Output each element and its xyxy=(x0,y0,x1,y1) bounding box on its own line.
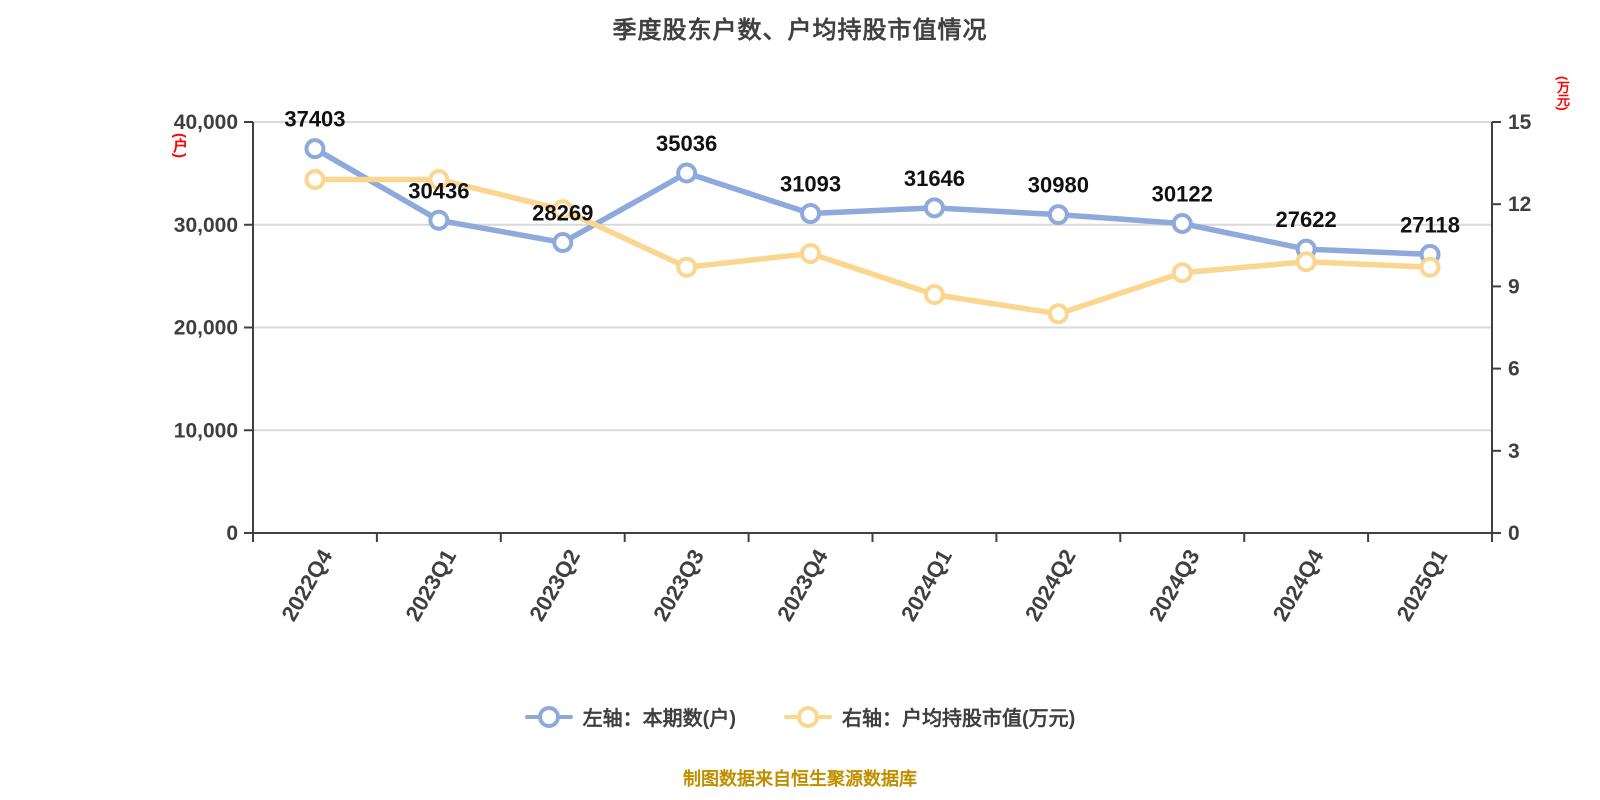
chart-title: 季度股东户数、户均持股市值情况 xyxy=(612,17,988,44)
legend-marker-yellow-line-icon xyxy=(784,705,832,729)
x-axis-category-label: 2023Q4 xyxy=(772,544,833,625)
left-axis-tick-label: 20,000 xyxy=(174,317,238,340)
data-point-series-0 xyxy=(552,232,574,254)
x-axis-category-label: 2025Q1 xyxy=(1392,545,1453,625)
data-point-series-1 xyxy=(1295,251,1317,273)
x-axis-category-label: 2023Q1 xyxy=(400,545,461,625)
left-axis-tick-label: 10,000 xyxy=(174,419,238,442)
data-point-series-1 xyxy=(923,284,945,306)
source-note: 制图数据来自恒生聚源数据库 xyxy=(683,769,917,789)
data-point-series-1 xyxy=(1047,303,1069,325)
data-point-series-0 xyxy=(1047,204,1069,226)
x-axis-category-label: 2024Q3 xyxy=(1144,545,1205,625)
x-axis-category-label: 2024Q4 xyxy=(1268,544,1329,625)
left-axis-tick-label: 0 xyxy=(226,522,238,545)
x-axis-category-label: 2024Q1 xyxy=(896,545,957,625)
legend-item-shareholder-count: 左轴：本期数(户) xyxy=(524,702,736,731)
data-point-series-0 xyxy=(800,203,822,225)
right-axis-tick-label: 15 xyxy=(1508,111,1532,134)
data-label: 30980 xyxy=(1028,173,1089,198)
data-point-series-0 xyxy=(304,138,326,160)
data-label: 37403 xyxy=(284,107,345,132)
data-label: 31646 xyxy=(904,166,965,191)
x-axis-category-label: 2024Q2 xyxy=(1020,545,1081,625)
data-point-series-0 xyxy=(428,209,450,231)
legend-circle-icon xyxy=(537,705,560,728)
data-point-series-0 xyxy=(1171,212,1193,234)
legend-item-avg-holding-value: 右轴：户均持股市值(万元) xyxy=(784,702,1075,731)
data-label: 30122 xyxy=(1152,181,1213,206)
data-label: 35036 xyxy=(656,131,717,156)
data-point-series-1 xyxy=(1419,256,1441,278)
data-point-series-0 xyxy=(923,197,945,219)
legend-label-left-series: 左轴：本期数(户) xyxy=(582,708,736,730)
left-axis-tick-label: 30,000 xyxy=(174,214,238,237)
data-point-series-1 xyxy=(676,256,698,278)
x-axis-category-label: 2023Q3 xyxy=(648,545,709,625)
data-label: 31093 xyxy=(780,172,841,197)
series-line-0 xyxy=(312,145,1433,258)
data-point-series-0 xyxy=(676,162,698,184)
right-axis-tick-label: 0 xyxy=(1508,522,1520,545)
right-axis-tick-label: 6 xyxy=(1508,358,1520,381)
data-point-series-1 xyxy=(552,199,574,221)
right-axis-tick-label: 3 xyxy=(1508,440,1520,463)
legend-label-right-series: 右轴：户均持股市值(万元) xyxy=(842,708,1076,730)
data-point-series-1 xyxy=(304,169,326,191)
data-label: 27118 xyxy=(1400,212,1460,237)
legend-marker-blue-line-icon xyxy=(524,705,573,729)
x-axis-category-label: 2023Q2 xyxy=(524,545,585,625)
x-axis-category-label: 2022Q4 xyxy=(276,544,337,625)
right-axis-tick-label: 9 xyxy=(1508,275,1520,298)
data-label: 28269 xyxy=(532,201,593,226)
data-point-series-1 xyxy=(800,243,822,265)
legend-circle-icon xyxy=(797,705,819,728)
chart-legend: 左轴：本期数(户) 右轴：户均持股市值(万元) xyxy=(0,702,1600,731)
left-axis-unit-label: (户) xyxy=(171,133,188,158)
right-axis-unit-label: (万元) xyxy=(1555,76,1570,111)
right-axis-tick-label: 12 xyxy=(1508,193,1531,216)
left-axis-tick-label: 40,000 xyxy=(174,111,238,134)
chart-plot-area: 40,000 30,000 20,000 10,000 0 15 12 9 6 3 0 2022Q4 2… xyxy=(174,107,1532,626)
series-line-1 xyxy=(312,176,1433,317)
data-point-series-1 xyxy=(428,169,450,191)
data-label: 30436 xyxy=(408,178,469,203)
data-point-series-1 xyxy=(1171,262,1193,284)
data-label: 27622 xyxy=(1276,207,1337,232)
